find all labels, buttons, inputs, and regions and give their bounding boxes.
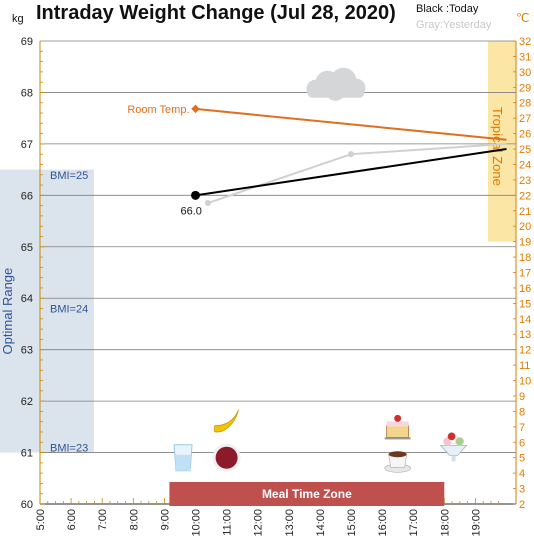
y-tick-label: 66 [21, 190, 33, 202]
x-tick-label: 7:00 [97, 509, 109, 530]
y2-tick-label: 2 [519, 499, 525, 511]
y2-tick-label: 12 [519, 345, 531, 357]
legend-yesterday: Gray:Yesterday [416, 19, 492, 31]
y2-tick-label: 29 [519, 82, 531, 94]
x-tick-label: 15:00 [346, 509, 358, 537]
banana-icon [214, 409, 239, 433]
y2-tick-label: 4 [519, 468, 525, 480]
y2-tick-label: 15 [519, 298, 531, 310]
y2-tick-label: 5 [519, 453, 525, 465]
x-tick-label: 14:00 [315, 509, 327, 537]
y2-tick-label: 30 [519, 67, 531, 79]
cake-icon [384, 414, 411, 440]
y-tick-label: 61 [21, 448, 33, 460]
cloud-icon [306, 67, 366, 101]
chart-title: Intraday Weight Change (Jul 28, 2020) [36, 2, 396, 24]
x-tick-label: 8:00 [128, 509, 140, 530]
y2-tick-label: 26 [519, 129, 531, 141]
series-yesterday-point [204, 200, 211, 207]
y-tick-label: 60 [21, 499, 33, 511]
y2-tick-label: 16 [519, 283, 531, 295]
series-yesterday-point [348, 151, 354, 158]
legend-today: Black :Today [416, 3, 479, 15]
left-axis-unit: kg [12, 13, 24, 25]
tropical-zone-band [488, 41, 516, 242]
x-tick-label: 10:00 [191, 509, 203, 537]
x-tick-label: 19:00 [470, 509, 482, 537]
x-tick-label: 13:00 [284, 509, 296, 537]
y2-tick-label: 31 [519, 51, 531, 63]
x-tick-label: 6:00 [66, 509, 78, 530]
tropical-zone-label: Tropical Zone [490, 107, 505, 186]
optimal-range-band [0, 169, 94, 453]
data-label-today: 66.0 [181, 205, 202, 217]
right-axis-unit: ℃ [516, 11, 530, 25]
y2-tick-label: 10 [519, 376, 531, 388]
x-tick-label: 18:00 [439, 509, 451, 537]
series-room-temp-line [195, 107, 507, 141]
bmi-label: BMI=24 [50, 304, 88, 316]
y2-tick-label: 20 [519, 221, 531, 233]
x-tick-label: 16:00 [377, 509, 389, 537]
coffee-cup-icon [384, 451, 411, 473]
y2-tick-label: 8 [519, 406, 525, 418]
y2-tick-label: 27 [519, 113, 531, 125]
y2-tick-label: 19 [519, 237, 531, 249]
x-tick-label: 17:00 [408, 509, 420, 537]
series-today-point [191, 190, 200, 200]
y2-tick-label: 13 [519, 329, 531, 341]
y2-tick-label: 18 [519, 252, 531, 264]
series-yesterday-line [207, 142, 507, 204]
y2-tick-label: 22 [519, 190, 531, 202]
y2-tick-label: 23 [519, 175, 531, 187]
y2-tick-label: 7 [519, 422, 525, 434]
water-glass-icon [173, 444, 193, 472]
y2-tick-label: 3 [519, 484, 525, 496]
y-tick-label: 69 [21, 36, 33, 48]
bmi-label: BMI=23 [50, 442, 88, 454]
x-tick-label: 12:00 [253, 509, 265, 537]
y2-tick-label: 14 [519, 314, 531, 326]
y2-tick-label: 32 [519, 36, 531, 48]
y2-tick-label: 25 [519, 144, 531, 156]
y-tick-label: 64 [21, 293, 33, 305]
ice-cream-icon [439, 432, 468, 462]
y2-tick-label: 21 [519, 206, 531, 218]
series-today-line [195, 148, 507, 197]
meal-time-zone-bar [169, 482, 445, 506]
y-tick-label: 63 [21, 345, 33, 357]
x-tick-label: 11:00 [222, 509, 234, 536]
y-tick-label: 67 [21, 139, 33, 151]
y2-tick-label: 28 [519, 98, 531, 110]
series-room-temp-label: Room Temp. [127, 104, 189, 116]
y-tick-label: 62 [21, 396, 33, 408]
y-tick-label: 65 [21, 242, 33, 254]
soup-bowl-icon [212, 443, 241, 472]
y2-tick-label: 6 [519, 437, 525, 449]
y2-tick-label: 11 [519, 360, 530, 372]
optimal-range-label: Optimal Range [0, 268, 15, 355]
y-tick-label: 68 [21, 87, 33, 99]
x-tick-label: 9:00 [159, 509, 171, 530]
bmi-label: BMI=25 [50, 170, 88, 182]
meal-time-zone-label: Meal Time Zone [262, 487, 352, 501]
y2-tick-label: 24 [519, 159, 531, 171]
series-room-temp-point [191, 104, 200, 114]
x-tick-label: 5:00 [35, 509, 47, 530]
y2-tick-label: 17 [519, 268, 531, 280]
y2-tick-label: 9 [519, 391, 525, 403]
